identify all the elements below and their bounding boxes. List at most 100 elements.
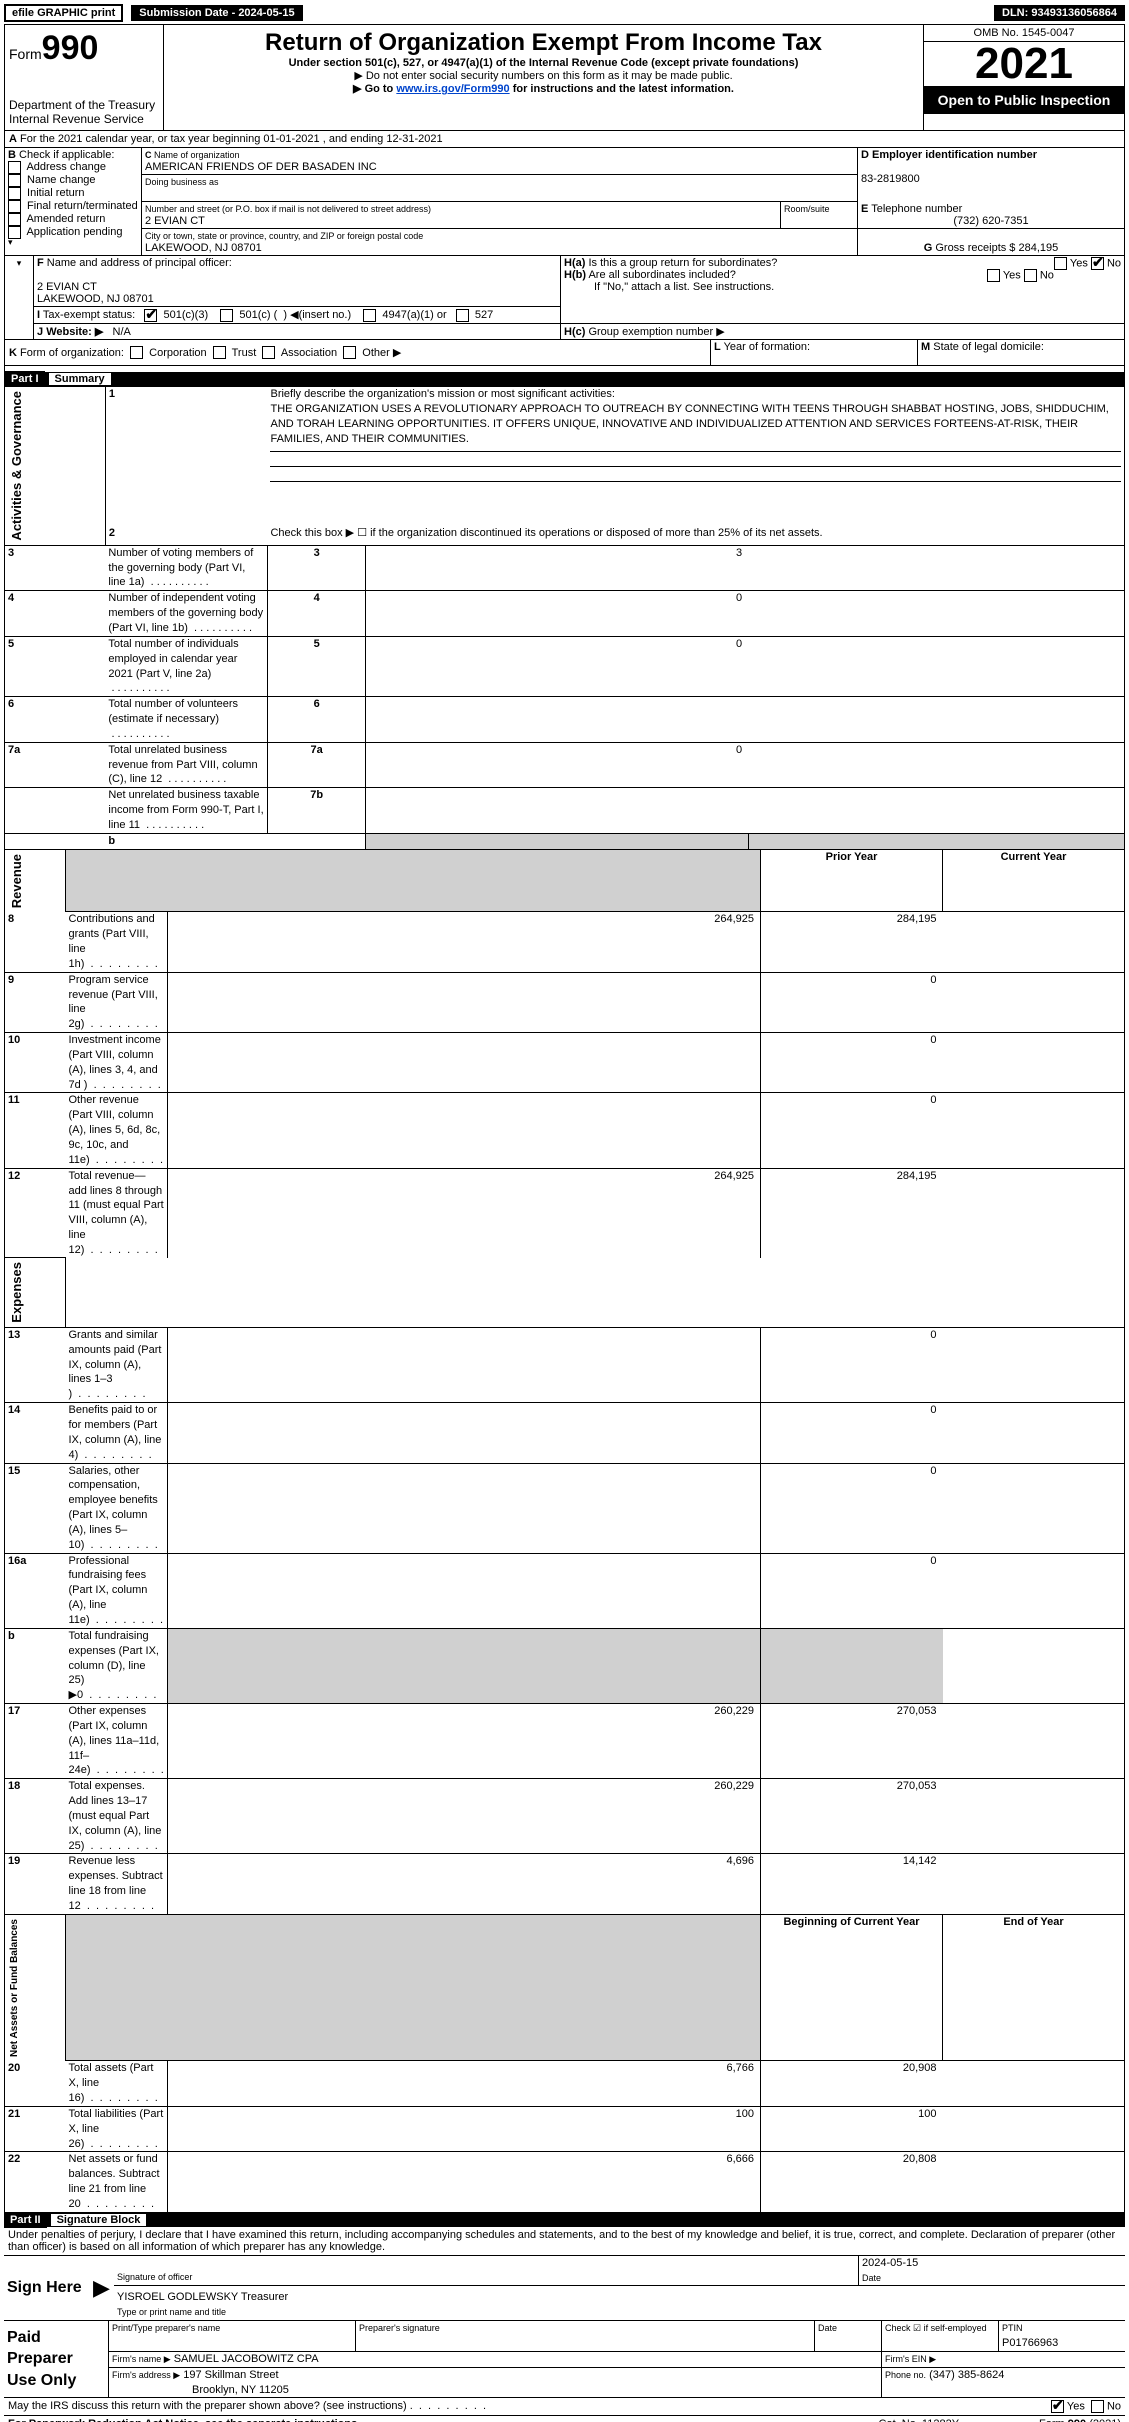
firm-ein-lbl: Firm's EIN ▶ [885, 2354, 936, 2364]
prep-name-lbl: Print/Type preparer's name [112, 2323, 220, 2333]
part1-label: Part I [5, 371, 45, 387]
hdr-curr: Current Year [1001, 851, 1067, 863]
type-print-label: Type or print name and title [117, 2307, 226, 2317]
opt-assoc: Association [281, 347, 337, 359]
submission-date: Submission Date - 2024-05-15 [131, 5, 302, 21]
arrow-icon: ▶ [90, 2256, 114, 2321]
part2-sub: Signature Block [51, 2214, 147, 2226]
officer-label: Name and address of principal officer: [47, 257, 232, 269]
officer-addr1: 2 EVIAN CT [37, 281, 97, 293]
hb-label: Are all subordinates included? [588, 269, 735, 281]
form-prefix: Form [9, 46, 42, 62]
street-label: Number and street (or P.O. box if mail i… [145, 204, 431, 214]
city-label: City or town, state or province, country… [145, 231, 423, 241]
subtitle-1: Under section 501(c), 527, or 4947(a)(1)… [174, 57, 913, 69]
website-value: N/A [113, 326, 131, 338]
taxexempt-label: Tax-exempt status: [43, 309, 135, 321]
paid-preparer-label: Paid Preparer Use Only [4, 2321, 109, 2398]
hb-note: If "No," attach a list. See instructions… [564, 281, 774, 293]
hdr-end: End of Year [1003, 1916, 1063, 1928]
part2-bar: Part II Signature Block [4, 2213, 1125, 2227]
prep-date-lbl: Date [818, 2323, 837, 2333]
form-number: 990 [42, 29, 99, 67]
irs-label: Internal Revenue Service [9, 112, 159, 126]
period-line: A For the 2021 calendar year, or tax yea… [4, 131, 1125, 148]
line2-text: Check this box ▶ ☐ if the organization d… [267, 526, 1124, 546]
dln: DLN: 93493136056864 [994, 5, 1125, 21]
officer-h-table: ▾ F Name and address of principal office… [4, 256, 1125, 340]
side-expenses: Expenses [8, 1258, 26, 1327]
mission-label: Briefly describe the organization's miss… [270, 388, 614, 400]
dept-treasury: Department of the Treasury [9, 98, 159, 112]
hc-label: Group exemption number ▶ [588, 326, 724, 338]
goto-pre: ▶ Go to [353, 83, 396, 95]
officer-name-title: YISROEL GODLEWSKY Treasurer [117, 2291, 288, 2303]
ein-label: Employer identification number [872, 149, 1037, 161]
dba-label: Doing business as [145, 177, 219, 187]
name-label: Name of organization [154, 150, 240, 160]
subtitle-2: ▶ Do not enter social security numbers o… [174, 69, 913, 82]
hdr-prior: Prior Year [826, 851, 878, 863]
side-activities: Activities & Governance [8, 387, 26, 545]
phone-value: (732) 620-7351 [861, 215, 1121, 227]
efile-topbar: efile GRAPHIC print Submission Date - 20… [4, 4, 1125, 22]
prep-sig-lbl: Preparer's signature [359, 2323, 440, 2333]
website-label: Website: ▶ [46, 326, 103, 338]
sign-here-table: Sign Here ▶ Signature of officer 2024-05… [4, 2256, 1125, 2321]
room-label: Room/suite [784, 204, 830, 214]
state-domicile: State of legal domicile: [933, 341, 1044, 353]
firm-phone: (347) 385-8624 [929, 2369, 1004, 2381]
gross-label: Gross receipts $ [935, 242, 1015, 254]
paid-preparer-table: Paid Preparer Use Only Print/Type prepar… [4, 2321, 1125, 2398]
street-value: 2 EVIAN CT [145, 215, 205, 227]
efile-label: efile GRAPHIC print [4, 4, 123, 22]
irs-link[interactable]: www.irs.gov/Form990 [396, 83, 509, 95]
part1-bar: Part I Summary [5, 372, 1124, 386]
sig-officer-label: Signature of officer [117, 2272, 192, 2282]
date-label: Date [862, 2273, 881, 2283]
self-emp: Check ☑ if self-employed [885, 2323, 987, 2333]
mission-text: THE ORGANIZATION USES A REVOLUTIONARY AP… [270, 403, 1108, 445]
part2-label: Part II [4, 2212, 47, 2228]
ha-label: Is this a group return for subordinates? [588, 257, 777, 269]
ein-value: 83-2819800 [861, 173, 920, 185]
firm-addr2: Brooklyn, NY 11205 [112, 2384, 289, 2396]
side-revenue: Revenue [8, 850, 26, 912]
year-formation: Year of formation: [724, 341, 810, 353]
side-netassets: Net Assets or Fund Balances [8, 1915, 22, 2061]
part1-sub: Summary [49, 373, 111, 385]
opt-corp: Corporation [149, 347, 206, 359]
formorg-label: Form of organization: [20, 347, 124, 359]
discuss-label: May the IRS discuss this return with the… [8, 2400, 407, 2413]
firm-phone-lbl: Phone no. [885, 2370, 926, 2380]
financials-table: Revenue Prior Year Current Year 8Contrib… [4, 850, 1125, 2213]
form-title: Return of Organization Exempt From Incom… [174, 29, 913, 57]
phone-label: Telephone number [871, 203, 962, 215]
cat-no: Cat. No. 11282Y [879, 2418, 960, 2422]
entity-info-table: B Check if applicable: Address change Na… [4, 148, 1125, 256]
hdr-beg: Beginning of Current Year [783, 1916, 919, 1928]
paperwork-notice: For Paperwork Reduction Act Notice, see … [8, 2418, 360, 2422]
checkif-label: Check if applicable: [19, 149, 114, 161]
period-text: For the 2021 calendar year, or tax year … [20, 133, 443, 145]
ptin-lbl: PTIN [1002, 2323, 1023, 2333]
firm-addr-lbl: Firm's address ▶ [112, 2370, 180, 2380]
firm-addr1: 197 Skillman Street [183, 2369, 278, 2381]
ptin-val: P01766963 [1002, 2337, 1058, 2349]
part1-table: Activities & Governance 1 Briefly descri… [4, 386, 1125, 849]
opt-other: Other ▶ [362, 347, 401, 359]
org-name: AMERICAN FRIENDS OF DER BASADEN INC [145, 161, 377, 173]
klm-row: K Form of organization: Corporation Trus… [4, 340, 1125, 367]
sig-date: 2024-05-15 [862, 2257, 918, 2269]
declaration: Under penalties of perjury, I declare th… [4, 2227, 1125, 2256]
goto-post: for instructions and the latest informat… [510, 83, 734, 95]
officer-addr2: LAKEWOOD, NJ 08701 [37, 293, 154, 305]
sign-here: Sign Here [4, 2256, 90, 2321]
firm-name-lbl: Firm's name ▶ [112, 2354, 171, 2364]
tax-year: 2021 [924, 42, 1124, 86]
gross-value: 284,195 [1019, 242, 1059, 254]
city-value: LAKEWOOD, NJ 08701 [145, 242, 262, 254]
open-to-public: Open to Public Inspection [924, 86, 1124, 114]
firm-name: SAMUEL JACOBOWITZ CPA [174, 2353, 319, 2365]
form-header: Form990 Department of the Treasury Inter… [4, 24, 1125, 131]
